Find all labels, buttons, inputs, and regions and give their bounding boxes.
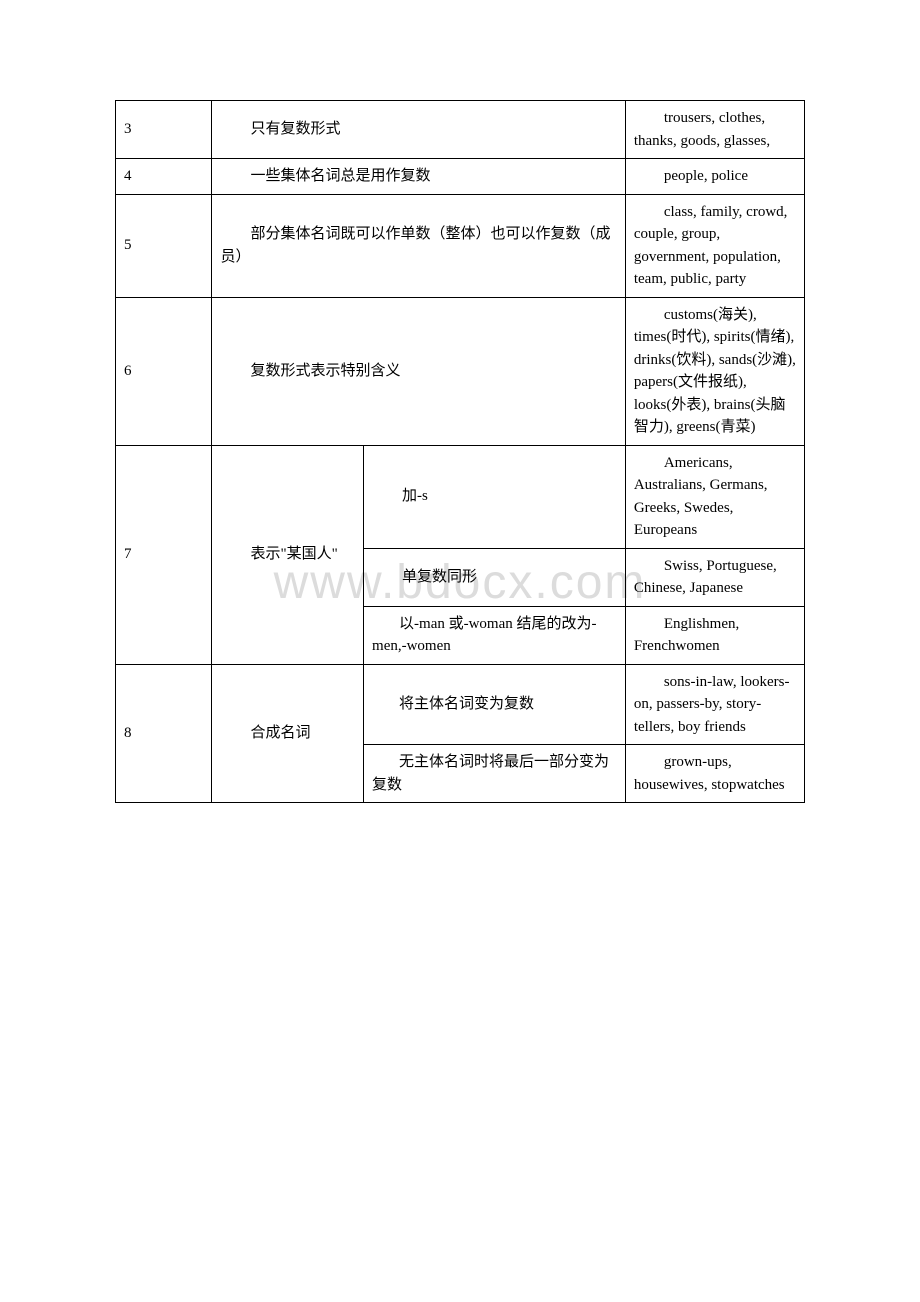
example-cell: people, police	[625, 159, 804, 195]
example-text: Americans, Australians, Germans, Greeks,…	[634, 452, 796, 542]
row-number-cell: 8	[116, 664, 212, 803]
rule-left-cell: 合成名词	[212, 664, 364, 803]
example-cell: sons-in-law, lookers-on, passers-by, sto…	[625, 664, 804, 745]
table-row: 7 表示"某国人" 加-s Americans, Australians, Ge…	[116, 445, 805, 548]
rule-sub-text: 单复数同形	[372, 566, 617, 589]
rule-left-cell: 表示"某国人"	[212, 445, 364, 664]
rule-cell: 只有复数形式	[212, 101, 625, 159]
row-number-cell: 3	[116, 101, 212, 159]
rule-sub-text: 以-man 或-woman 结尾的改为-men,-women	[372, 613, 617, 658]
table-row: 6 复数形式表示特别含义 customs(海关), times(时代), spi…	[116, 297, 805, 445]
rule-sub-text: 加-s	[372, 485, 617, 508]
row-number-cell: 7	[116, 445, 212, 664]
rule-sub-text: 将主体名词变为复数	[372, 693, 617, 716]
rule-text: 部分集体名词既可以作单数（整体）也可以作复数（成员）	[220, 223, 616, 268]
rule-cell: 复数形式表示特别含义	[212, 297, 625, 445]
example-cell: trousers, clothes, thanks, goods, glasse…	[625, 101, 804, 159]
rule-text: 只有复数形式	[220, 118, 616, 141]
rule-cell: 一些集体名词总是用作复数	[212, 159, 625, 195]
rule-sub-text: 无主体名词时将最后一部分变为复数	[372, 751, 617, 796]
table-row: 5 部分集体名词既可以作单数（整体）也可以作复数（成员） class, fami…	[116, 194, 805, 297]
example-text: people, police	[634, 165, 796, 188]
rule-sub-cell: 无主体名词时将最后一部分变为复数	[364, 745, 626, 803]
rule-text: 一些集体名词总是用作复数	[220, 165, 616, 188]
example-text: grown-ups, housewives, stopwatches	[634, 751, 796, 796]
example-text: Englishmen, Frenchwomen	[634, 613, 796, 658]
rule-sub-cell: 单复数同形	[364, 548, 626, 606]
example-text: customs(海关), times(时代), spirits(情绪), dri…	[634, 304, 796, 439]
example-text: sons-in-law, lookers-on, passers-by, sto…	[634, 671, 796, 739]
example-cell: class, family, crowd, couple, group, gov…	[625, 194, 804, 297]
example-cell: Americans, Australians, Germans, Greeks,…	[625, 445, 804, 548]
rule-sub-cell: 以-man 或-woman 结尾的改为-men,-women	[364, 606, 626, 664]
example-text: trousers, clothes, thanks, goods, glasse…	[634, 107, 796, 152]
example-cell: Swiss, Portuguese, Chinese, Japanese	[625, 548, 804, 606]
example-text: Swiss, Portuguese, Chinese, Japanese	[634, 555, 796, 600]
rule-text: 表示"某国人"	[220, 543, 355, 566]
rule-text: 复数形式表示特别含义	[220, 360, 616, 383]
row-number-cell: 5	[116, 194, 212, 297]
rule-sub-cell: 加-s	[364, 445, 626, 548]
rule-text: 合成名词	[220, 722, 355, 745]
table-row: 4 一些集体名词总是用作复数 people, police	[116, 159, 805, 195]
row-number-cell: 6	[116, 297, 212, 445]
rule-sub-cell: 将主体名词变为复数	[364, 664, 626, 745]
table-row: 3 只有复数形式 trousers, clothes, thanks, good…	[116, 101, 805, 159]
row-number-cell: 4	[116, 159, 212, 195]
grammar-table: 3 只有复数形式 trousers, clothes, thanks, good…	[115, 100, 805, 803]
table-row: 8 合成名词 将主体名词变为复数 sons-in-law, lookers-on…	[116, 664, 805, 745]
rule-cell: 部分集体名词既可以作单数（整体）也可以作复数（成员）	[212, 194, 625, 297]
example-cell: Englishmen, Frenchwomen	[625, 606, 804, 664]
example-cell: grown-ups, housewives, stopwatches	[625, 745, 804, 803]
example-text: class, family, crowd, couple, group, gov…	[634, 201, 796, 291]
example-cell: customs(海关), times(时代), spirits(情绪), dri…	[625, 297, 804, 445]
